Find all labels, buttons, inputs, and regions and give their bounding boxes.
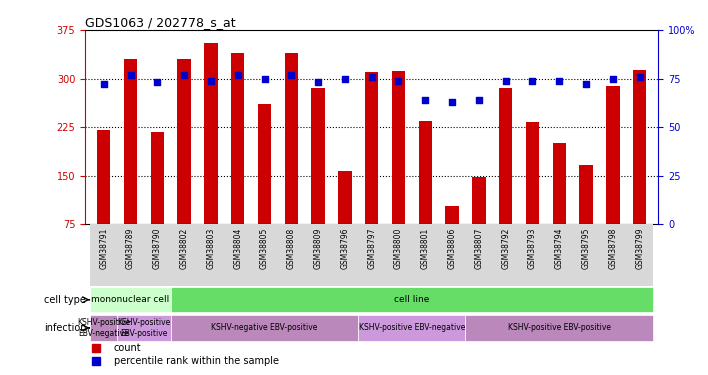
- Text: cell type: cell type: [45, 295, 86, 305]
- Text: infection: infection: [44, 323, 86, 333]
- Bar: [258, 105, 271, 273]
- Bar: [552, 143, 566, 273]
- Text: GSM38806: GSM38806: [447, 227, 457, 269]
- Point: [527, 78, 538, 84]
- Text: GSM38804: GSM38804: [233, 227, 242, 269]
- Bar: [392, 71, 405, 273]
- Point: [500, 78, 511, 84]
- Bar: [579, 165, 593, 273]
- Point: [285, 72, 297, 78]
- Bar: [285, 53, 298, 273]
- Bar: [633, 70, 646, 273]
- Bar: [526, 122, 539, 273]
- Point: [634, 74, 646, 80]
- Text: GSM38799: GSM38799: [635, 227, 644, 269]
- Point: [473, 97, 484, 103]
- Text: GSM38793: GSM38793: [528, 227, 537, 269]
- Text: KSHV-positive
EBV-positive: KSHV-positive EBV-positive: [118, 318, 171, 338]
- Bar: [231, 53, 244, 273]
- FancyBboxPatch shape: [91, 287, 171, 312]
- Text: GSM38791: GSM38791: [99, 227, 108, 269]
- FancyBboxPatch shape: [117, 315, 171, 340]
- Point: [420, 97, 431, 103]
- Point: [607, 76, 619, 82]
- Bar: [97, 130, 110, 273]
- FancyBboxPatch shape: [91, 224, 653, 286]
- Text: percentile rank within the sample: percentile rank within the sample: [113, 356, 279, 366]
- Text: GSM38795: GSM38795: [581, 227, 590, 269]
- Point: [125, 72, 136, 78]
- Text: KSHV-positive EBV-positive: KSHV-positive EBV-positive: [508, 323, 611, 332]
- Bar: [312, 88, 325, 273]
- Text: GSM38798: GSM38798: [608, 227, 617, 269]
- Bar: [418, 121, 432, 273]
- Text: GSM38801: GSM38801: [421, 227, 430, 268]
- FancyBboxPatch shape: [358, 315, 465, 340]
- Text: GSM38800: GSM38800: [394, 227, 403, 269]
- FancyBboxPatch shape: [171, 287, 653, 312]
- Bar: [204, 43, 217, 273]
- FancyBboxPatch shape: [91, 315, 117, 340]
- Text: GSM38790: GSM38790: [153, 227, 162, 269]
- Text: count: count: [113, 344, 142, 353]
- Point: [581, 81, 592, 87]
- Text: GSM38797: GSM38797: [367, 227, 376, 269]
- Text: GSM38808: GSM38808: [287, 227, 296, 268]
- Point: [447, 99, 458, 105]
- Text: GSM38796: GSM38796: [341, 227, 350, 269]
- Point: [554, 78, 565, 84]
- FancyBboxPatch shape: [465, 315, 653, 340]
- Text: GSM38803: GSM38803: [207, 227, 215, 269]
- Point: [259, 76, 270, 82]
- Text: GSM38789: GSM38789: [126, 227, 135, 269]
- Text: GSM38794: GSM38794: [555, 227, 564, 269]
- Point: [393, 78, 404, 84]
- Text: GSM38802: GSM38802: [180, 227, 188, 268]
- Point: [312, 80, 324, 86]
- Point: [98, 81, 109, 87]
- Bar: [338, 171, 352, 273]
- Point: [232, 72, 244, 78]
- Text: GSM38805: GSM38805: [260, 227, 269, 269]
- FancyBboxPatch shape: [171, 315, 358, 340]
- Bar: [151, 132, 164, 273]
- Text: GSM38792: GSM38792: [501, 227, 510, 269]
- Bar: [178, 59, 191, 273]
- Bar: [124, 59, 137, 273]
- Bar: [365, 72, 378, 273]
- Text: KSHV-positive
EBV-negative: KSHV-positive EBV-negative: [77, 318, 130, 338]
- Text: KSHV-negative EBV-positive: KSHV-negative EBV-positive: [211, 323, 318, 332]
- Point: [152, 80, 163, 86]
- Text: KSHV-positive EBV-negative: KSHV-positive EBV-negative: [359, 323, 465, 332]
- Point: [366, 74, 377, 80]
- Text: mononuclear cell: mononuclear cell: [91, 295, 170, 304]
- Point: [339, 76, 350, 82]
- Point: [178, 72, 190, 78]
- Text: GSM38809: GSM38809: [314, 227, 323, 269]
- Bar: [606, 86, 620, 273]
- Bar: [445, 206, 459, 273]
- Bar: [472, 177, 486, 273]
- Text: GSM38807: GSM38807: [474, 227, 484, 269]
- Text: GDS1063 / 202778_s_at: GDS1063 / 202778_s_at: [85, 16, 236, 29]
- Text: cell line: cell line: [394, 295, 430, 304]
- Point: [205, 78, 217, 84]
- Bar: [499, 88, 513, 273]
